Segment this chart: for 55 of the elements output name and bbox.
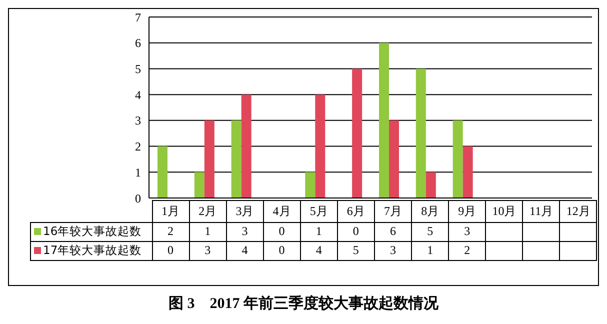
bar — [426, 172, 436, 198]
data-label: 1 — [189, 222, 226, 241]
data-label: 5 — [412, 222, 449, 241]
y-tick-label: 0 — [135, 191, 141, 206]
y-tick-label: 3 — [135, 114, 141, 128]
data-label: 4 — [300, 241, 338, 260]
data-label: 2 — [152, 222, 190, 241]
x-tick-label: 5月 — [300, 200, 338, 222]
data-label: 5 — [337, 241, 374, 260]
x-tick-label: 7月 — [374, 200, 412, 222]
legend-label: 16年较大事故起数 — [30, 222, 152, 241]
bar — [315, 94, 326, 198]
y-tick-label: 6 — [135, 36, 141, 50]
bar — [231, 120, 242, 198]
bar — [241, 94, 252, 198]
y-tick-label: 5 — [135, 62, 141, 76]
x-tick-label: 1月 — [152, 200, 190, 222]
x-tick-label: 8月 — [412, 200, 449, 222]
data-label: 3 — [189, 241, 226, 260]
data-label: 3 — [226, 222, 264, 241]
data-label: 1 — [300, 222, 338, 241]
x-tick-label: 3月 — [226, 200, 264, 222]
x-tick-label: 9月 — [448, 200, 486, 222]
bar — [416, 68, 426, 198]
y-tick-label: 4 — [135, 88, 141, 102]
x-tick-label: 2月 — [189, 200, 226, 222]
x-tick-label: 11月 — [522, 200, 560, 222]
bar — [452, 120, 463, 198]
data-label: 4 — [226, 241, 264, 260]
y-tick-label: 1 — [135, 165, 141, 180]
data-label: 0 — [152, 241, 190, 260]
data-label: 6 — [374, 222, 412, 241]
data-label: 0 — [263, 241, 300, 260]
bar — [204, 120, 214, 198]
data-label: 3 — [448, 222, 486, 241]
y-tick-label: 2 — [135, 140, 141, 154]
data-label: 3 — [374, 241, 412, 260]
y-tick-label: 7 — [135, 10, 141, 24]
data-label: 0 — [263, 222, 300, 241]
bar — [305, 172, 316, 198]
bar — [352, 68, 362, 198]
bar — [388, 120, 399, 198]
bar — [157, 146, 168, 198]
x-tick-label: 4月 — [263, 200, 300, 222]
x-tick-label: 10月 — [486, 200, 523, 222]
bar — [462, 146, 473, 198]
bar — [378, 42, 389, 198]
bar — [194, 172, 204, 198]
x-tick-label: 12月 — [560, 200, 597, 222]
data-label: 2 — [448, 241, 486, 260]
data-label: 1 — [412, 241, 449, 260]
data-label: 0 — [337, 222, 374, 241]
x-tick-label: 6月 — [337, 200, 374, 222]
text: 图 3 2017 年前三季度较大事故起数情况 — [168, 294, 440, 313]
legend-label: 17年较大事故起数 — [30, 241, 152, 260]
